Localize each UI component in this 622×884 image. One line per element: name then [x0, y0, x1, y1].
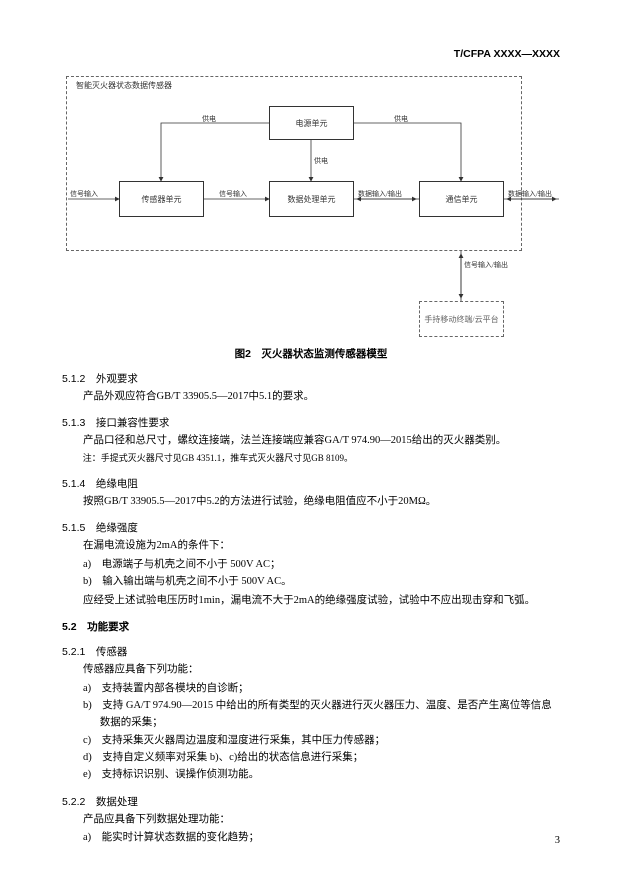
- list-item: a) 支持装置内部各模块的自诊断；: [62, 680, 560, 697]
- edge-sig-in: 信号输入: [70, 189, 98, 199]
- heading-5-1-5: 5.1.5 绝缘强度: [62, 520, 560, 535]
- edge-power-left: 供电: [202, 114, 216, 124]
- block-sensor: 传感器单元: [119, 181, 204, 217]
- edge-power-right: 供电: [394, 114, 408, 124]
- heading-5-2: 5.2 功能要求: [62, 619, 560, 634]
- edge-sig-io: 信号输入/输出: [464, 260, 508, 270]
- body-5-1-3: 产品口径和总尺寸，螺纹连接端，法兰连接端应兼容GA/T 974.90—2015给…: [62, 432, 560, 449]
- list-item: a) 能实时计算状态数据的变化趋势；: [62, 829, 560, 846]
- list-item: b) 支持 GA/T 974.90—2015 中给出的所有类型的灭火器进行灭火器…: [62, 697, 560, 732]
- heading-5-1-3: 5.1.3 接口兼容性要求: [62, 415, 560, 430]
- diagram-outer-label: 智能灭火器状态数据传感器: [76, 80, 172, 91]
- block-terminal: 手持移动终端/云平台: [419, 301, 504, 337]
- diagram-area: 智能灭火器状态数据传感器 电源单元 传感器单元 数据处理单元 通信单元 手持移动…: [62, 76, 560, 356]
- edge-sig-in2: 信号输入: [219, 189, 247, 199]
- intro-5-2-2: 产品应具备下列数据处理功能：: [62, 811, 560, 828]
- page-number: 3: [555, 835, 560, 846]
- list-item: b) 输入输出端与机壳之间不小于 500V AC。: [62, 573, 560, 590]
- list-item: a) 电源端子与机壳之间不小于 500V AC；: [62, 556, 560, 573]
- list-item: d) 支持自定义频率对采集 b)、c)给出的状态信息进行采集；: [62, 749, 560, 766]
- block-comm: 通信单元: [419, 181, 504, 217]
- intro-5-1-5: 在漏电流设施为2mA的条件下：: [62, 537, 560, 554]
- heading-5-1-2: 5.1.2 外观要求: [62, 371, 560, 386]
- intro-5-2-1: 传感器应具备下列功能：: [62, 661, 560, 678]
- body-5-1-2: 产品外观应符合GB/T 33905.5—2017中5.1的要求。: [62, 388, 560, 405]
- diagram-outer-box: [66, 76, 522, 251]
- heading-5-2-2: 5.2.2 数据处理: [62, 794, 560, 809]
- doc-header: T/CFPA XXXX—XXXX: [454, 48, 560, 60]
- edge-data-io: 数据输入/输出: [358, 189, 402, 199]
- heading-5-1-4: 5.1.4 绝缘电阻: [62, 476, 560, 491]
- body-5-1-4: 按照GB/T 33905.5—2017中5.2的方法进行试验，绝缘电阻值应不小于…: [62, 493, 560, 510]
- list-item: c) 支持采集灭火器周边温度和湿度进行采集，其中压力传感器；: [62, 732, 560, 749]
- edge-data-io2: 数据输入/输出: [508, 189, 552, 199]
- block-processor: 数据处理单元: [269, 181, 354, 217]
- block-power: 电源单元: [269, 106, 354, 140]
- edge-power-down: 供电: [314, 156, 328, 166]
- tail-5-1-5: 应经受上述试验电压历时1min，漏电流不大于2mA的绝缘强度试验，试验中不应出现…: [62, 592, 560, 609]
- note-5-1-3: 注：手提式灭火器尺寸见GB 4351.1，推车式灭火器尺寸见GB 8109。: [62, 451, 560, 466]
- heading-5-2-1: 5.2.1 传感器: [62, 644, 560, 659]
- list-item: e) 支持标识识别、误操作侦测功能。: [62, 766, 560, 783]
